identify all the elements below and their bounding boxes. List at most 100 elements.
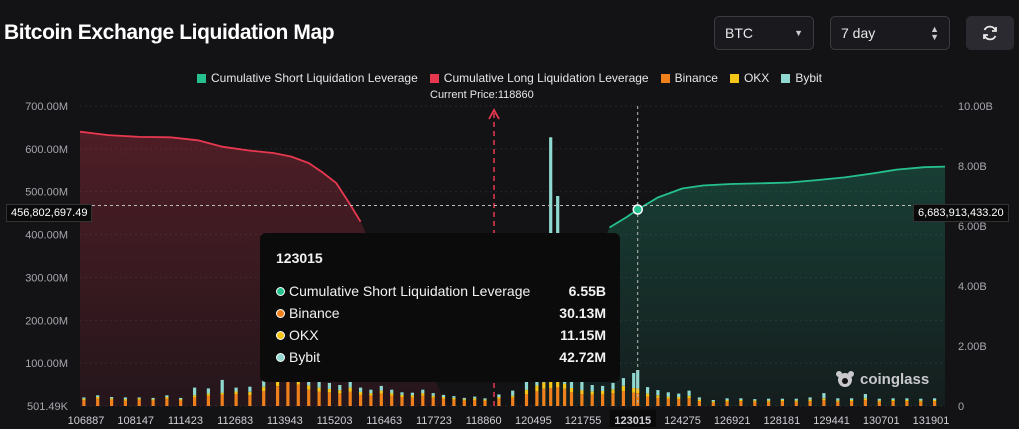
bar-binance <box>317 391 321 406</box>
bar-binance <box>711 402 715 406</box>
bar-binance <box>632 392 636 406</box>
tooltip-row-label: Cumulative Short Liquidation Leverage <box>289 283 531 299</box>
legend-item[interactable]: Binance <box>660 71 718 85</box>
current-price-label: Current Price:118860 <box>430 89 534 101</box>
bar-okx <box>123 399 127 401</box>
bar-binance <box>767 401 771 406</box>
y-right-tick-label: 8.00B <box>958 161 987 173</box>
legend-item[interactable]: Bybit <box>781 71 822 85</box>
tooltip-row: Binance 30.13M <box>276 305 606 321</box>
x-tick-highlight <box>609 410 656 427</box>
bar-bybit <box>206 388 210 394</box>
bar-okx <box>348 387 352 392</box>
legend-item[interactable]: Cumulative Long Liquidation Leverage <box>429 71 649 85</box>
y-left-tick-label: 200.00M <box>25 315 68 327</box>
bar-okx <box>656 395 660 398</box>
legend-item[interactable]: OKX <box>729 71 770 85</box>
refresh-button[interactable] <box>966 16 1014 50</box>
bar-binance <box>542 388 546 406</box>
y-left-tick-label: 500.00M <box>25 187 68 199</box>
bar-binance <box>556 387 560 406</box>
bar-okx <box>739 400 743 402</box>
bar-bybit <box>462 397 466 400</box>
y-right-tick-label: 2.00B <box>958 341 987 353</box>
y-right-tick-label: 10.00B <box>958 101 993 113</box>
bar-binance <box>877 401 881 406</box>
bar-okx <box>753 400 757 402</box>
bar-bybit <box>632 373 636 388</box>
tooltip-row-value: 11.15M <box>560 327 606 343</box>
bar-okx <box>369 393 373 396</box>
tooltip-dot <box>276 330 285 340</box>
tooltip-row-value: 6.55B <box>568 283 606 299</box>
tooltip-dot <box>276 352 285 362</box>
tooltip-row: Bybit 42.72M <box>276 349 606 365</box>
bar-okx <box>462 399 466 401</box>
symbol-select[interactable]: BTC ▼ <box>714 16 814 50</box>
tooltip-row-label: Binance <box>289 305 340 321</box>
bar-okx <box>611 389 615 394</box>
bar-binance <box>179 400 183 406</box>
bar-okx <box>666 396 670 399</box>
bar-bybit <box>511 390 515 396</box>
y-left-tick-label: 300.00M <box>25 272 68 284</box>
bar-okx <box>601 391 605 395</box>
bar-okx <box>193 395 197 398</box>
bar-bybit <box>590 385 594 392</box>
bar-bybit <box>473 396 477 399</box>
x-tick-label: 124275 <box>664 415 701 427</box>
range-select[interactable]: 7 day ▲ ▼ <box>830 16 950 50</box>
bar-okx <box>379 390 383 394</box>
bar-okx <box>646 393 650 397</box>
x-tick-label: 116463 <box>366 415 402 427</box>
bar-binance <box>441 398 446 406</box>
bar-binance <box>473 400 477 406</box>
caret-down-icon: ▼ <box>794 28 803 38</box>
bar-binance <box>646 396 650 406</box>
long-liquidation-line <box>79 130 362 223</box>
bar-binance <box>96 398 100 406</box>
bar-okx <box>905 400 909 402</box>
watermark-text: coinglass <box>860 370 930 388</box>
tooltip-row-label: Bybit <box>289 349 321 365</box>
bar-bybit <box>338 385 342 391</box>
bar-binance <box>369 395 373 406</box>
bar-binance <box>836 401 840 406</box>
bar-okx <box>524 389 529 394</box>
bar-binance <box>753 401 757 406</box>
bar-bybit <box>82 397 86 399</box>
bar-binance <box>286 380 290 406</box>
bar-binance <box>248 395 252 406</box>
bar-bybit <box>220 379 224 393</box>
bar-bybit <box>808 397 812 400</box>
bar-okx <box>863 398 867 400</box>
bar-bybit <box>933 398 937 400</box>
x-tick-label: 130701 <box>863 415 900 427</box>
bar-bybit <box>165 395 169 397</box>
bar-binance <box>611 393 615 406</box>
bar-bybit <box>621 378 625 386</box>
chart-legend: Cumulative Short Liquidation Leverage Cum… <box>0 71 1019 85</box>
bar-binance <box>535 391 539 406</box>
y-left-tick-label: 100.00M <box>25 358 68 370</box>
bar-bybit <box>327 382 331 389</box>
bar-bybit <box>421 389 425 394</box>
bar-okx <box>511 395 515 398</box>
updown-icon: ▲ ▼ <box>930 24 939 42</box>
bar-okx <box>248 391 252 396</box>
bar-binance <box>296 384 300 406</box>
bar-binance <box>919 401 923 406</box>
bar-bybit <box>666 392 670 397</box>
bar-okx <box>822 398 826 400</box>
legend-item[interactable]: Cumulative Short Liquidation Leverage <box>196 71 418 85</box>
bar-okx <box>767 400 771 402</box>
bar-okx <box>556 380 560 388</box>
bar-bybit <box>317 379 321 388</box>
tooltip-row-value: 30.13M <box>559 305 606 321</box>
bar-bybit <box>483 398 487 400</box>
bar-binance <box>110 399 114 406</box>
bar-okx <box>794 400 798 402</box>
bar-binance <box>151 400 155 406</box>
bar-binance <box>497 398 501 406</box>
legend-label: OKX <box>743 71 770 85</box>
